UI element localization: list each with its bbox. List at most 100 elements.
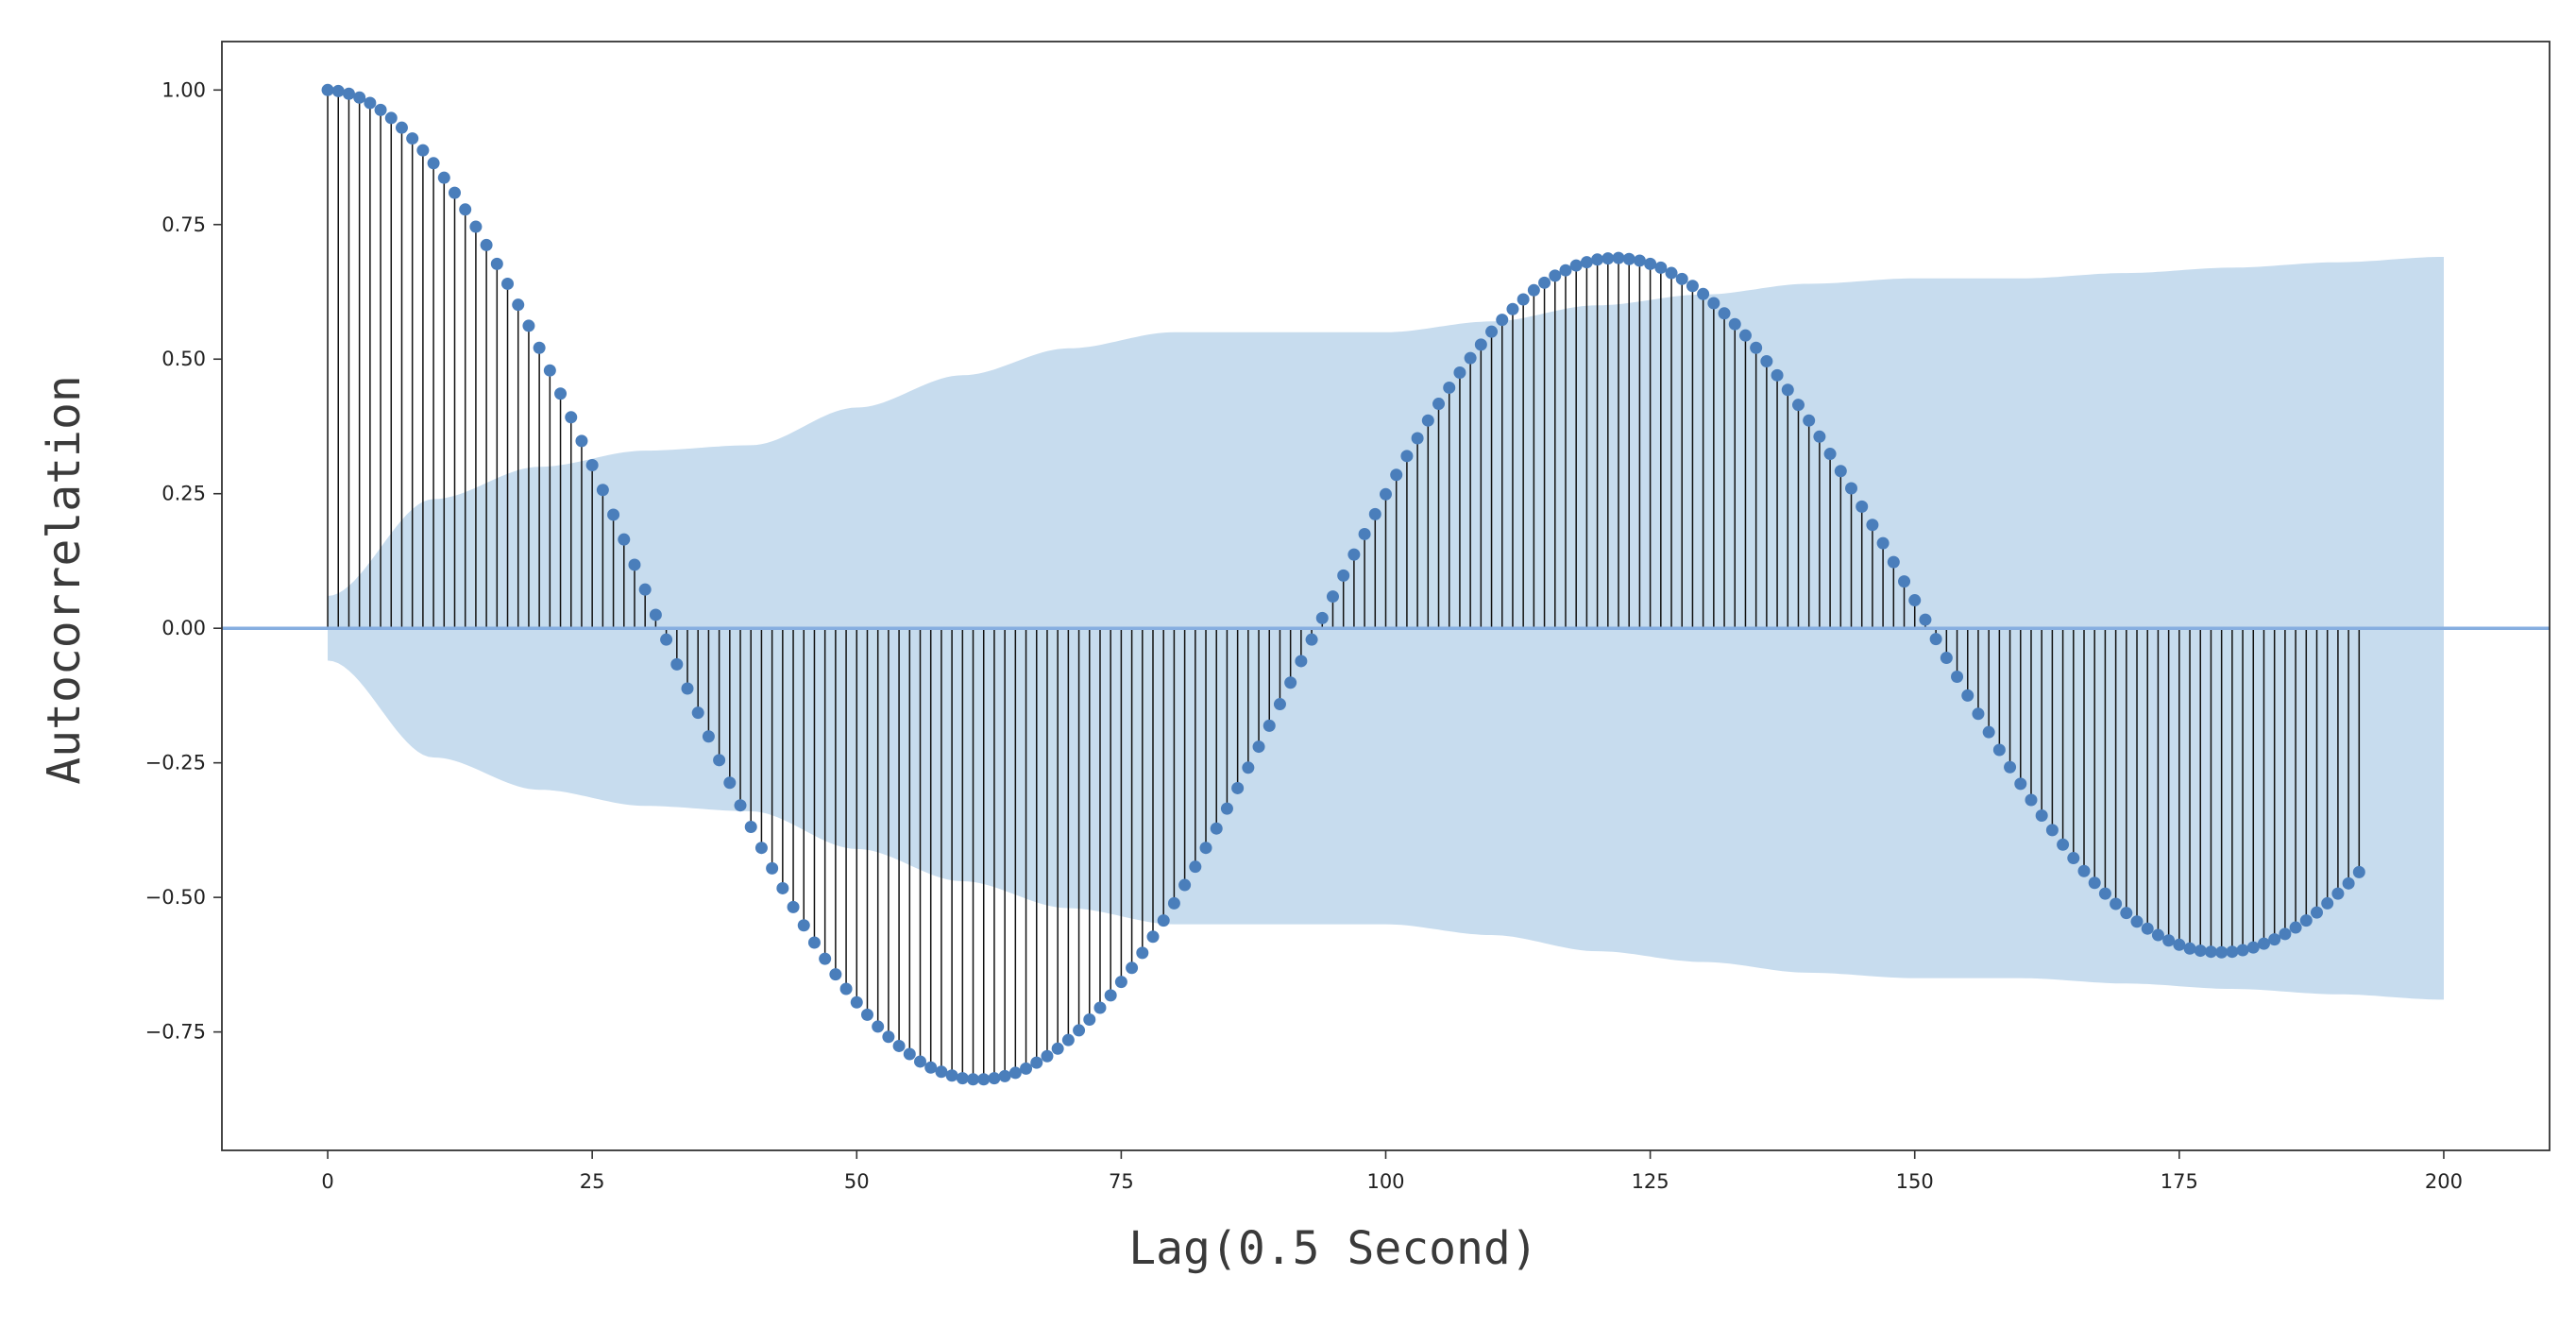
data-point bbox=[1485, 325, 1499, 338]
data-point bbox=[1315, 611, 1329, 624]
data-point bbox=[649, 608, 662, 621]
data-point bbox=[819, 952, 832, 965]
data-point bbox=[1506, 302, 1519, 315]
data-point bbox=[1051, 1042, 1064, 1055]
data-point bbox=[754, 842, 768, 855]
x-tick-label: 125 bbox=[1632, 1170, 1669, 1193]
data-point bbox=[2257, 937, 2270, 950]
data-point bbox=[437, 171, 450, 184]
data-point bbox=[2321, 896, 2334, 910]
y-tick-label: −0.75 bbox=[145, 1021, 206, 1044]
data-point bbox=[935, 1065, 948, 1079]
data-point bbox=[1041, 1049, 1054, 1063]
data-point bbox=[1400, 450, 1414, 463]
data-point bbox=[1549, 269, 1562, 282]
data-point bbox=[1622, 252, 1635, 265]
data-point bbox=[2236, 944, 2249, 957]
data-point bbox=[1411, 432, 1424, 445]
data-point bbox=[1126, 961, 1139, 975]
y-tick-label: 0.25 bbox=[161, 483, 206, 505]
data-point bbox=[903, 1047, 916, 1061]
data-point bbox=[1443, 381, 1456, 394]
data-point bbox=[1718, 307, 1731, 320]
data-point bbox=[681, 682, 694, 695]
data-point bbox=[1020, 1062, 1033, 1075]
data-point bbox=[914, 1055, 926, 1068]
data-point bbox=[1972, 707, 1985, 721]
data-point bbox=[1697, 287, 1710, 300]
data-point bbox=[2279, 927, 2292, 941]
data-point bbox=[522, 319, 535, 332]
data-point bbox=[1982, 725, 1995, 739]
data-point bbox=[1569, 259, 1583, 272]
data-point bbox=[967, 1073, 980, 1086]
data-point bbox=[1517, 293, 1530, 306]
data-point bbox=[1305, 633, 1318, 646]
data-point bbox=[501, 277, 515, 290]
data-point bbox=[744, 820, 757, 833]
data-point bbox=[1908, 594, 1922, 607]
tick-layer: 0 25 50 75 100 125 150 175 200 1.00 0.75 0.50 0.25 0.… bbox=[145, 78, 2463, 1193]
data-point bbox=[945, 1069, 958, 1082]
data-point bbox=[543, 364, 556, 377]
data-point bbox=[1326, 590, 1339, 604]
data-point bbox=[2151, 928, 2164, 942]
data-point bbox=[1813, 430, 1826, 443]
data-point bbox=[1919, 613, 1932, 626]
data-point bbox=[2352, 865, 2365, 878]
data-point bbox=[1750, 341, 1763, 354]
y-tick-label: 1.00 bbox=[161, 78, 206, 101]
data-point bbox=[1633, 254, 1646, 267]
data-point bbox=[1961, 689, 1974, 702]
data-point bbox=[1093, 1001, 1107, 1014]
y-tick-label: 0.50 bbox=[161, 348, 206, 370]
data-point bbox=[2268, 933, 2281, 946]
data-point bbox=[449, 186, 461, 199]
data-point bbox=[469, 220, 483, 233]
data-point bbox=[1347, 548, 1361, 561]
data-point bbox=[384, 111, 398, 125]
data-point bbox=[1380, 487, 1392, 501]
data-point bbox=[364, 96, 377, 110]
data-point bbox=[1474, 338, 1487, 351]
data-point bbox=[1707, 297, 1720, 310]
data-point bbox=[1073, 1024, 1086, 1037]
data-point bbox=[512, 298, 525, 312]
data-point bbox=[1199, 842, 1212, 855]
data-point bbox=[1008, 1066, 1022, 1080]
marker-layer bbox=[321, 83, 2365, 1086]
data-point bbox=[776, 881, 789, 894]
y-tick-label: 0.75 bbox=[161, 213, 206, 236]
data-point bbox=[1791, 399, 1805, 412]
data-point bbox=[1104, 989, 1117, 1002]
data-point bbox=[2331, 887, 2345, 900]
data-point bbox=[1284, 676, 1297, 689]
data-point bbox=[2057, 838, 2070, 851]
data-point bbox=[406, 132, 419, 145]
data-point bbox=[1887, 555, 1900, 569]
data-point bbox=[892, 1039, 906, 1052]
data-point bbox=[2289, 921, 2302, 934]
data-point bbox=[924, 1061, 938, 1074]
data-point bbox=[1083, 1013, 1096, 1027]
data-point bbox=[1803, 414, 1816, 427]
data-point bbox=[1781, 383, 1794, 397]
data-point bbox=[321, 83, 334, 96]
data-point bbox=[1644, 257, 1657, 270]
data-point bbox=[1337, 569, 1350, 582]
x-tick-label: 200 bbox=[2425, 1170, 2463, 1193]
data-point bbox=[2204, 945, 2217, 959]
data-point bbox=[1242, 761, 1255, 774]
data-point bbox=[2141, 922, 2154, 935]
data-point bbox=[607, 508, 620, 521]
data-point bbox=[585, 459, 599, 472]
data-point bbox=[1866, 519, 1879, 532]
data-point bbox=[1421, 414, 1434, 427]
data-point bbox=[1929, 633, 1942, 646]
data-point bbox=[490, 257, 503, 270]
data-point bbox=[2004, 760, 2017, 774]
data-point bbox=[1771, 368, 1784, 382]
data-point bbox=[1559, 264, 1572, 277]
data-point bbox=[691, 706, 704, 720]
data-point bbox=[1665, 266, 1678, 280]
